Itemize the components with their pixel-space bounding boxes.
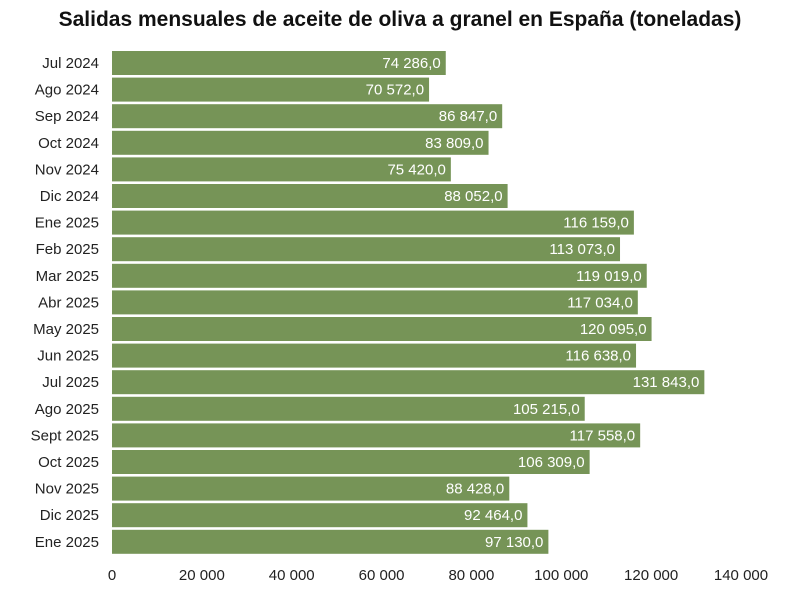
bar — [112, 423, 641, 448]
category-label: May 2025 — [33, 321, 99, 338]
value-labels: 74 286,0 70 572,0 86 847,0 83 809,0 75 420,0… — [366, 55, 700, 551]
category-label: Oct 2024 — [38, 135, 99, 152]
category-label: Nov 2024 — [35, 161, 99, 178]
value-label: 88 428,0 — [446, 481, 504, 498]
category-labels: Jul 2024 Ago 2024 Sep 2024 Oct 2024 Nov 2024… — [31, 55, 99, 551]
bar — [112, 317, 652, 341]
bar — [112, 104, 503, 129]
category-label: Dic 2024 — [40, 188, 99, 205]
value-label: 117 034,0 — [567, 294, 633, 311]
category-label: Jun 2025 — [37, 348, 99, 365]
bar — [112, 476, 510, 501]
bar — [112, 130, 489, 155]
value-label: 119 019,0 — [576, 268, 642, 285]
bar — [112, 210, 634, 235]
category-label: Jul 2024 — [42, 55, 99, 72]
bar — [112, 396, 585, 421]
bar — [112, 51, 446, 75]
category-label: Abr 2025 — [38, 294, 99, 311]
category-label: Nov 2025 — [35, 481, 99, 498]
bar — [112, 529, 549, 554]
category-label: Ene 2025 — [35, 534, 99, 551]
value-label: 116 638,0 — [565, 348, 631, 365]
chart-title: Salidas mensuales de aceite de oliva a g… — [58, 8, 742, 31]
x-tick-label: 40 000 — [269, 567, 315, 584]
bar — [112, 77, 430, 102]
bar — [112, 184, 508, 208]
category-label: Oct 2025 — [38, 454, 99, 471]
value-label: 86 847,0 — [439, 108, 497, 125]
category-label: Mar 2025 — [36, 268, 99, 285]
x-tick-label: 140 000 — [714, 567, 768, 584]
x-tick-label: 0 — [108, 567, 116, 584]
x-tick-label: 60 000 — [359, 567, 405, 584]
bar — [112, 450, 590, 474]
category-label: Dic 2025 — [40, 507, 99, 524]
bar — [112, 263, 647, 288]
value-label: 120 095,0 — [580, 321, 647, 338]
bar — [112, 237, 621, 262]
bar — [112, 370, 705, 395]
value-label: 131 843,0 — [633, 374, 700, 391]
x-tick-label: 20 000 — [179, 567, 225, 584]
x-tick-label: 80 000 — [448, 567, 494, 584]
value-label: 106 309,0 — [518, 454, 585, 471]
value-label: 113 073,0 — [549, 241, 615, 258]
value-label: 70 572,0 — [366, 82, 424, 99]
category-label: Ago 2025 — [35, 401, 99, 418]
category-label: Feb 2025 — [36, 241, 99, 258]
x-axis-ticks: 0 20 000 40 000 60 000 80 000 100 000 120 000 1… — [108, 567, 768, 584]
bar — [112, 503, 528, 528]
bar — [112, 290, 638, 315]
bars-group — [112, 51, 705, 554]
bar — [112, 343, 637, 368]
x-tick-label: 120 000 — [624, 567, 678, 584]
bar — [112, 157, 451, 182]
category-label: Ago 2024 — [35, 82, 99, 99]
value-label: 92 464,0 — [464, 507, 522, 524]
x-tick-label: 100 000 — [534, 567, 588, 584]
value-label: 97 130,0 — [485, 534, 543, 551]
value-label: 75 420,0 — [387, 161, 445, 178]
category-label: Ene 2025 — [35, 215, 99, 232]
value-label: 74 286,0 — [382, 55, 440, 72]
value-label: 83 809,0 — [425, 135, 483, 152]
category-label: Sept 2025 — [31, 427, 99, 444]
value-label: 88 052,0 — [444, 188, 502, 205]
category-label: Sep 2024 — [35, 108, 99, 125]
value-label: 116 159,0 — [563, 215, 629, 232]
value-label: 117 558,0 — [570, 427, 636, 444]
category-label: Jul 2025 — [42, 374, 99, 391]
value-label: 105 215,0 — [513, 401, 580, 418]
